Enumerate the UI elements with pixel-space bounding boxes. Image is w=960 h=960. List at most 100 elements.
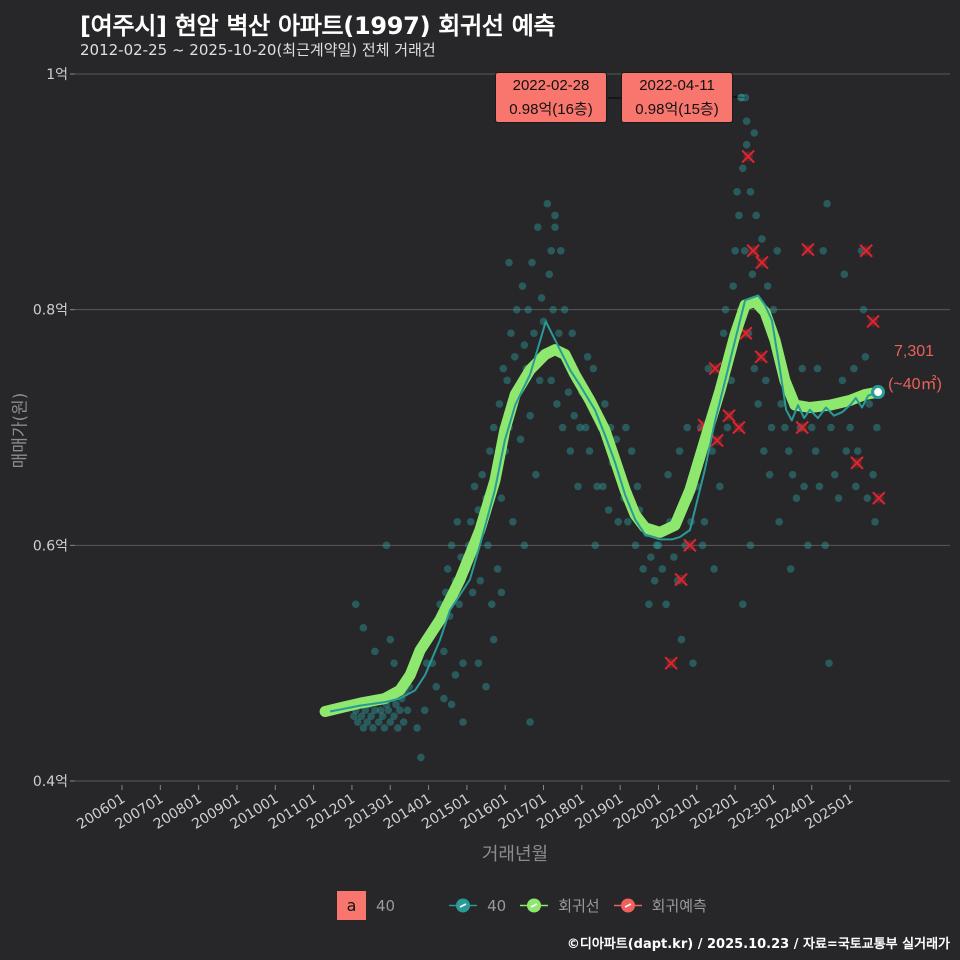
prediction-x-icon [872, 491, 886, 505]
data-point [840, 270, 849, 279]
prediction-x-icon [741, 149, 755, 164]
data-point [846, 423, 854, 432]
data-point [384, 706, 393, 715]
data-point [723, 423, 732, 432]
data-point [664, 470, 672, 479]
data-point [647, 553, 655, 561]
data-point [589, 364, 598, 373]
annotation-value: 0.98억(16층) [509, 101, 593, 118]
data-point [754, 400, 762, 408]
data-point [566, 447, 575, 455]
data-point [740, 246, 749, 255]
data-point [535, 376, 544, 385]
data-point [382, 541, 391, 550]
data-point [455, 600, 464, 609]
data-point [704, 364, 713, 373]
data-point [351, 600, 360, 609]
data-point [503, 376, 511, 385]
data-point [396, 706, 404, 715]
data-point [516, 435, 525, 444]
data-point [827, 423, 835, 432]
data-point [738, 164, 747, 173]
prediction-x-icon [674, 572, 688, 587]
data-point [633, 482, 642, 491]
data-point [468, 588, 477, 597]
data-point [811, 447, 820, 455]
data-point [873, 423, 881, 432]
data-point [403, 706, 412, 715]
data-point [526, 718, 534, 726]
data-point [698, 541, 707, 550]
data-point [599, 482, 607, 491]
data-point [798, 364, 806, 373]
data-point [781, 423, 789, 432]
data-point [804, 541, 812, 550]
data-point [769, 305, 778, 314]
data-point [510, 353, 519, 361]
data-point [476, 576, 485, 585]
data-point [675, 447, 684, 455]
actual-line-40 [329, 294, 879, 713]
data-point [650, 576, 659, 585]
data-point [715, 482, 724, 491]
data-point [670, 553, 678, 561]
data-point [689, 659, 697, 667]
annotation-date: 2022-04-11 [639, 77, 715, 94]
data-point [353, 718, 362, 726]
data-point [399, 718, 408, 726]
data-point [731, 246, 739, 255]
data-point [369, 724, 377, 732]
data-point [760, 447, 768, 455]
data-point [581, 423, 590, 432]
data-point [545, 270, 554, 279]
data-point [558, 423, 567, 432]
prediction-x-icon [746, 244, 760, 258]
legend-teal-point-icon [449, 898, 478, 913]
data-point [765, 470, 774, 479]
data-point [484, 541, 492, 550]
data-point [543, 199, 552, 208]
data-point [447, 700, 456, 709]
data-point [549, 305, 557, 314]
data-point [813, 364, 822, 373]
data-point [474, 659, 483, 667]
y-axis-title: 매매가(원) [10, 392, 31, 469]
data-point [547, 246, 555, 255]
data-point [350, 712, 358, 720]
data-point [742, 117, 751, 125]
y-tick-label: 1억 [46, 67, 68, 83]
data-point [478, 470, 487, 479]
prediction-x-icon [755, 255, 769, 270]
data-point [497, 494, 506, 503]
data-point [459, 718, 467, 726]
data-point [466, 517, 475, 526]
data-point [710, 565, 718, 573]
data-point [556, 246, 565, 255]
data-point [830, 470, 839, 479]
data-point [497, 588, 506, 597]
data-point [512, 305, 521, 314]
prediction-x-icon [801, 242, 815, 257]
source-caption: ©디아파트(dapt.kr) / 2025.10.23 / 자료=국토교통부 실… [566, 937, 950, 952]
data-point [413, 724, 421, 732]
data-point [507, 329, 515, 338]
prediction-x-icon [754, 350, 768, 364]
data-point [520, 541, 529, 550]
data-point [417, 753, 425, 762]
data-point [533, 223, 542, 231]
data-point [553, 400, 561, 408]
data-point [392, 700, 400, 709]
prediction-x-icon [859, 244, 873, 258]
data-point [574, 482, 582, 491]
chart-title: [여주시] 현암 벽산 아파트(1997) 회귀선 예측 [80, 12, 556, 40]
annotation-connectors [608, 93, 746, 102]
data-point [432, 682, 441, 691]
data-point [583, 353, 592, 361]
legend-label-text: 40 [376, 896, 396, 915]
data-point [440, 647, 448, 656]
data-point [378, 712, 387, 720]
data-point [815, 482, 824, 491]
prediction-x-icon [732, 420, 746, 435]
data-point [604, 506, 613, 514]
